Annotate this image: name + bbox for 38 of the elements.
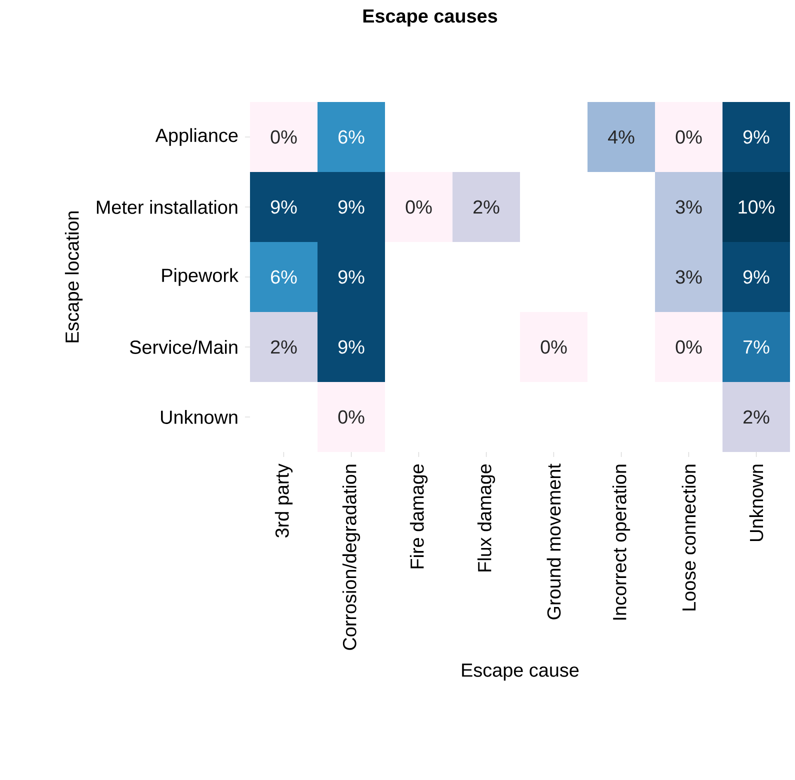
data-label: 6% bbox=[271, 270, 297, 284]
data-label: 0% bbox=[338, 410, 364, 424]
y-tick-label: Meter installation bbox=[96, 200, 238, 214]
y-tick-label: Unknown bbox=[161, 410, 238, 424]
x-tick-label: Ground movement bbox=[546, 464, 561, 620]
x-tick-label: Incorrect operation bbox=[612, 464, 630, 620]
data-label: 7% bbox=[744, 340, 770, 354]
data-label: 3% bbox=[676, 200, 702, 214]
data-label: 9% bbox=[338, 200, 364, 214]
x-tick-label: Unknown bbox=[749, 464, 764, 541]
data-label: 2% bbox=[271, 340, 297, 354]
data-label: 9% bbox=[743, 270, 770, 284]
data-label: 9% bbox=[743, 130, 770, 144]
x-tick-label: Fire damage bbox=[410, 464, 428, 568]
chart-title: Escape causes bbox=[363, 10, 498, 26]
data-label: 9% bbox=[270, 200, 297, 214]
data-label: 4% bbox=[608, 130, 634, 144]
x-tick-label: Corrosion/degradation bbox=[342, 464, 360, 650]
data-label: 0% bbox=[270, 130, 297, 144]
y-axis-title: Escape location bbox=[64, 211, 83, 342]
data-label: 10% bbox=[738, 200, 775, 214]
data-label: 6% bbox=[338, 130, 364, 144]
data-label: 0% bbox=[676, 340, 702, 354]
x-tick-label: Flux damage bbox=[477, 464, 496, 572]
data-label: 2% bbox=[744, 410, 770, 424]
y-tick-label: Appliance bbox=[155, 128, 238, 146]
data-label: 0% bbox=[406, 200, 432, 214]
y-tick-label: Pipework bbox=[162, 268, 238, 286]
data-label: 3% bbox=[676, 270, 702, 284]
y-tick-label: Service/Main bbox=[130, 340, 238, 354]
data-label: 9% bbox=[338, 270, 364, 284]
data-label: 9% bbox=[338, 340, 364, 354]
x-tick-label: Loose connection bbox=[682, 464, 696, 610]
data-label: 0% bbox=[676, 130, 702, 144]
data-label: 2% bbox=[474, 200, 500, 214]
data-label: 0% bbox=[540, 340, 567, 354]
x-tick-label: 3rd party bbox=[274, 464, 293, 538]
x-axis-title: Escape cause bbox=[462, 664, 579, 681]
